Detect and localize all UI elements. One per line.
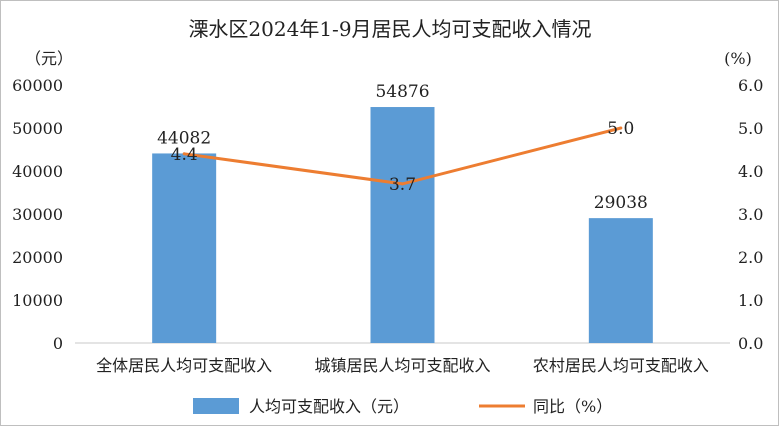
right-tick-label: 1.0: [738, 291, 763, 310]
line-point: [182, 152, 186, 156]
line-series: 4.4 3.7 5.0: [171, 119, 635, 195]
left-tick-label: 30000: [12, 205, 63, 224]
bar: [152, 153, 217, 343]
bar: [370, 107, 435, 343]
category-label: 农村居民人均可支配收入: [533, 356, 709, 375]
line-point: [401, 182, 404, 186]
line-data-label: 3.7: [389, 175, 416, 195]
left-tick-label: 50000: [12, 119, 63, 138]
right-tick-label: 2.0: [738, 248, 763, 267]
line-data-label: 5.0: [607, 119, 634, 139]
right-axis: 0.0 1.0 2.0 3.0 4.0 5.0 6.0: [738, 76, 763, 353]
bar-series: 44082 54876 29038: [152, 82, 653, 343]
right-tick-label: 6.0: [738, 76, 763, 95]
category-label: 全体居民人均可支配收入: [96, 356, 272, 375]
right-tick-label: 4.0: [738, 162, 763, 181]
bar-data-label: 44082: [157, 128, 211, 148]
bar: [588, 218, 653, 343]
bar-data-label: 29038: [594, 193, 648, 213]
right-tick-label: 5.0: [738, 119, 763, 138]
left-tick-label: 20000: [12, 248, 63, 267]
legend-bar-swatch: [193, 398, 239, 414]
left-tick-label: 60000: [12, 76, 63, 95]
left-tick-label: 40000: [12, 162, 63, 181]
category-label: 城镇居民人均可支配收入: [314, 356, 490, 375]
right-tick-label: 0.0: [738, 334, 763, 353]
line-data-label: 4.4: [171, 145, 198, 165]
left-tick-label: 10000: [12, 291, 63, 310]
legend: 人均可支配收入（元） 同比（%）: [193, 397, 612, 416]
bar-data-label: 54876: [375, 82, 429, 102]
legend-line-label: 同比（%）: [533, 397, 612, 416]
line-point: [619, 126, 623, 130]
chart-title: 溧水区2024年1-9月居民人均可支配收入情况: [188, 17, 591, 41]
right-tick-label: 3.0: [738, 205, 763, 224]
left-tick-label: 0: [53, 334, 63, 353]
x-axis-labels: 全体居民人均可支配收入 城镇居民人均可支配收入 农村居民人均可支配收入: [96, 356, 709, 375]
left-axis-unit: （元）: [25, 49, 73, 68]
legend-bar-label: 人均可支配收入（元）: [249, 397, 409, 416]
right-axis-unit: (%): [724, 49, 752, 68]
left-axis: 0 10000 20000 30000 40000 50000 60000: [12, 76, 63, 353]
